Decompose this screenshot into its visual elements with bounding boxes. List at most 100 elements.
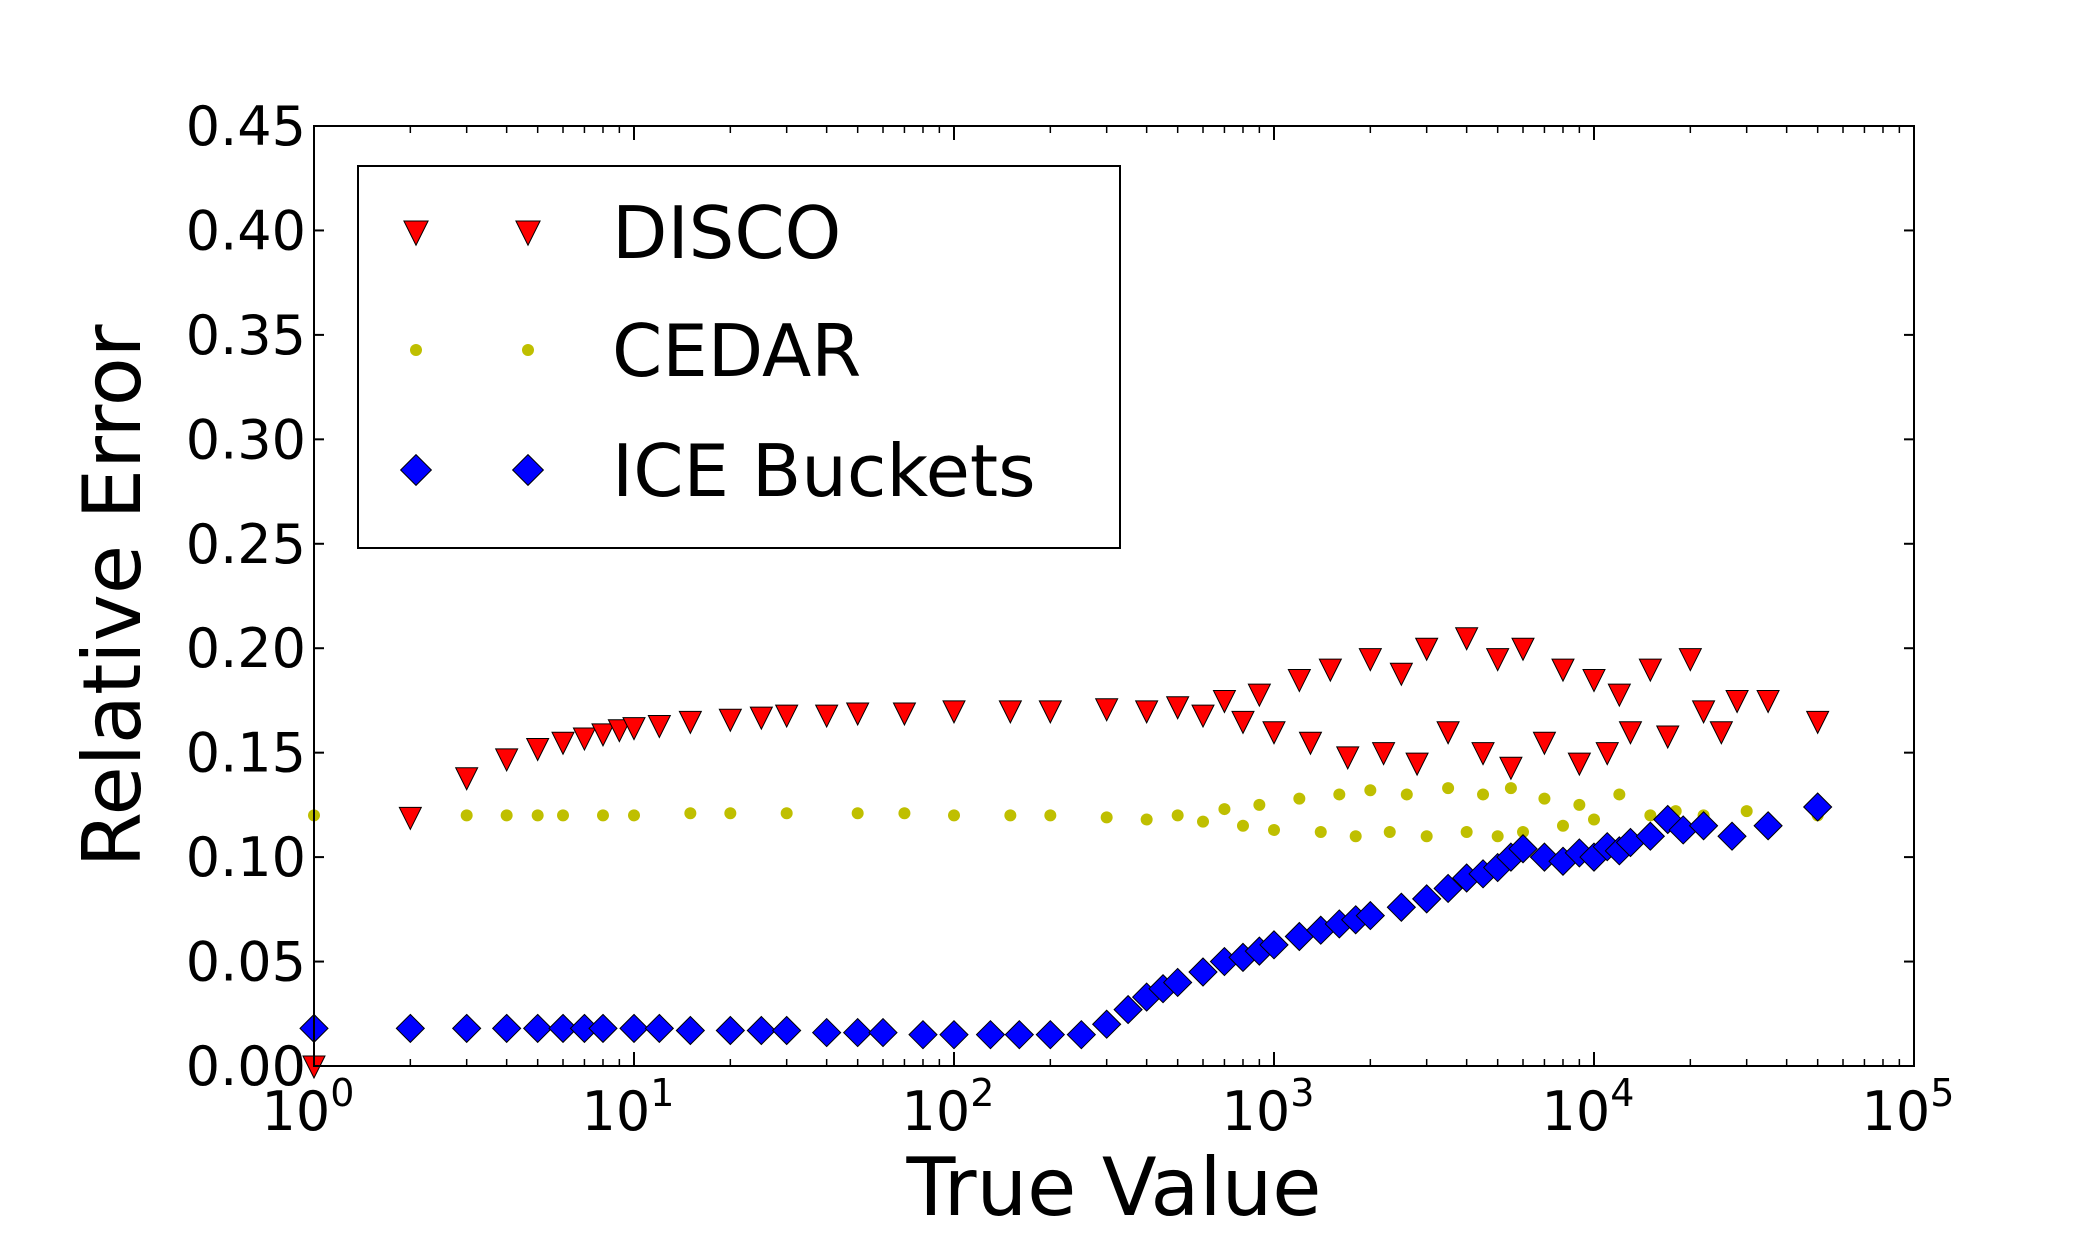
cedar-point (460, 809, 473, 822)
disco-point (1389, 662, 1414, 687)
disco-point (1709, 721, 1734, 745)
y-tick-label: 0.15 (186, 722, 306, 785)
cedar-legend-marker (410, 344, 422, 356)
disco-point (1318, 658, 1343, 683)
disco-point (1691, 700, 1716, 725)
ice-buckets-point (1091, 1009, 1122, 1039)
ice-buckets-point (522, 1013, 553, 1044)
cedar-point (1197, 815, 1210, 828)
disco-point (1191, 704, 1215, 729)
cedar-point (1740, 805, 1753, 818)
ice-buckets-point (842, 1017, 873, 1048)
disco-point (591, 723, 615, 747)
ice-buckets-point (619, 1013, 649, 1044)
cedar-point (1504, 782, 1517, 795)
disco-point (1134, 700, 1159, 725)
legend-item-ice-buckets: ICE Buckets (399, 429, 1036, 513)
disco-point (1414, 637, 1439, 662)
disco-point (607, 719, 632, 743)
disco-point (1436, 721, 1460, 745)
y-tick-label: 0.00 (186, 1035, 306, 1098)
y-tick-label: 0.30 (186, 408, 306, 471)
legend-label-cedar: CEDAR (612, 309, 861, 393)
y-tick-label: 0.10 (186, 826, 306, 889)
ice-buckets-point (1284, 921, 1315, 952)
legend-item-cedar: CEDAR (410, 309, 861, 393)
disco-point (749, 706, 774, 731)
cedar-point (1100, 811, 1113, 824)
ice-buckets-point (939, 1019, 969, 1050)
ice-buckets-point (491, 1013, 522, 1044)
y-tick-label: 0.45 (186, 95, 306, 158)
disco-point (1655, 725, 1680, 750)
cedar-point (1538, 792, 1551, 805)
ice-buckets-point (1433, 873, 1463, 904)
disco-point (454, 767, 479, 791)
disco-point (845, 702, 870, 727)
cedar-point (1253, 798, 1266, 811)
ice-buckets-point (395, 1013, 426, 1044)
disco-point (622, 717, 646, 741)
ice-buckets-point (1635, 821, 1666, 851)
disco-point (1335, 746, 1360, 770)
y-tick-label: 0.05 (186, 931, 306, 994)
ice-buckets-legend-marker (511, 453, 545, 487)
legend-item-disco: DISCO (403, 191, 841, 275)
disco-point (774, 704, 799, 729)
y-tick-label: 0.35 (186, 304, 306, 367)
x-tick-label: 100 (262, 1071, 355, 1143)
ice-buckets-point (1717, 821, 1747, 851)
cedar-point (1460, 826, 1473, 839)
disco-point (1287, 669, 1312, 693)
disco-point (1567, 752, 1592, 777)
cedar-legend-marker (522, 344, 534, 356)
disco-point (892, 702, 917, 727)
disco-point (1371, 742, 1396, 766)
cedar-point (1644, 809, 1657, 822)
ice-buckets-legend-marker (399, 453, 433, 487)
disco-point (1618, 721, 1643, 745)
x-tick-label: 104 (1542, 1071, 1635, 1143)
cedar-point (1349, 830, 1362, 843)
cedar-point (596, 809, 609, 822)
cedar-point (1236, 819, 1249, 832)
cedar-point (557, 809, 570, 822)
x-tick-label: 102 (902, 1071, 995, 1143)
disco-point (814, 704, 839, 729)
disco-point (1499, 756, 1523, 781)
disco-point (1725, 689, 1749, 714)
ice-buckets-point (548, 1013, 578, 1044)
series-cedar (308, 782, 1824, 843)
disco-point (398, 806, 423, 831)
cedar-point (1333, 788, 1346, 801)
disco-point (1094, 698, 1119, 722)
data-points-layer (299, 627, 1833, 1080)
cedar-point (1383, 826, 1396, 839)
ice-buckets-point (1066, 1019, 1097, 1050)
disco-point (998, 700, 1023, 725)
series-ice-buckets (299, 792, 1833, 1050)
disco-point (1511, 637, 1535, 662)
ice-buckets-point (975, 1019, 1006, 1050)
cedar-point (1364, 784, 1377, 797)
ice-buckets-point (771, 1015, 802, 1046)
ice-buckets-point (644, 1013, 675, 1044)
x-axis-label: True Value (905, 1141, 1321, 1234)
cedar-point (948, 809, 960, 822)
disco-point (942, 700, 966, 725)
disco-point (1756, 689, 1780, 714)
cedar-point (628, 809, 640, 822)
disco-point (1247, 683, 1272, 708)
ice-buckets-point (1035, 1019, 1066, 1050)
x-tick-label: 105 (1862, 1071, 1955, 1143)
disco-point (551, 731, 575, 756)
legend-label-ice-buckets: ICE Buckets (612, 429, 1036, 513)
cedar-point (1140, 813, 1153, 826)
y-axis-label: Relative Error (66, 324, 159, 867)
disco-point (525, 737, 550, 762)
cedar-point (1442, 782, 1455, 795)
ice-buckets-point (451, 1013, 482, 1044)
disco-point (1582, 669, 1606, 693)
y-tick-label: 0.20 (186, 617, 306, 680)
